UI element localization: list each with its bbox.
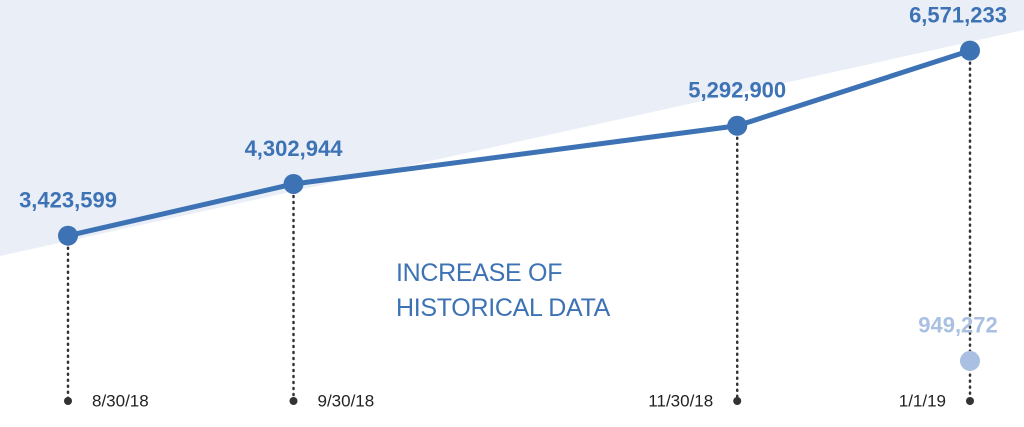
value-label: 4,302,944 [245, 136, 344, 161]
x-tick-label: 9/30/18 [318, 391, 375, 410]
x-tick-label: 11/30/18 [648, 391, 713, 410]
axis-dot [64, 397, 72, 405]
value-label: 3,423,599 [19, 188, 117, 213]
x-tick-label: 8/30/18 [92, 391, 149, 410]
data-point [283, 173, 304, 194]
data-point [58, 225, 78, 246]
axis-dot [289, 397, 298, 405]
x-tick-label: 1/1/19 [899, 391, 946, 410]
value-label: 6,571,233 [909, 2, 1007, 27]
value-label: 5,292,900 [688, 78, 786, 103]
data-point [727, 115, 748, 136]
axis-dot [733, 397, 742, 405]
data-line [67, 48, 971, 239]
data-point [960, 40, 980, 61]
chart-title: INCREASE OF HISTORICAL DATA [396, 259, 611, 322]
axis-dot [966, 397, 974, 405]
value-label: 949,272 [918, 313, 998, 338]
data-point [960, 350, 980, 371]
